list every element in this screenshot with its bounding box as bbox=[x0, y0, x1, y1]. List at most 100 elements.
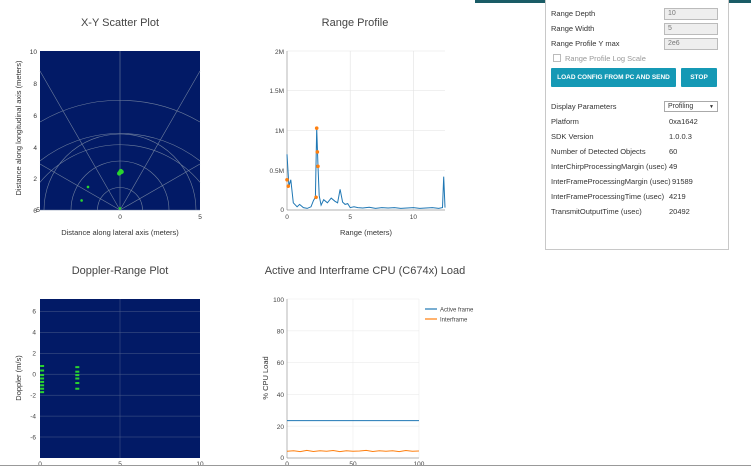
param-value: 60 bbox=[669, 147, 678, 156]
doppler-y-tick: -6 bbox=[30, 435, 36, 442]
log-scale-checkbox[interactable] bbox=[553, 54, 561, 62]
range-peak-marker bbox=[316, 164, 320, 169]
range-peak-marker bbox=[286, 184, 291, 188]
doppler-point bbox=[40, 365, 45, 368]
config-panel: Range Depth 10 Range Width 5 Range Profi… bbox=[545, 0, 729, 250]
range-depth-input[interactable]: 10 bbox=[664, 8, 718, 20]
param-value: 1.0.0.3 bbox=[669, 132, 692, 141]
range-ymax-label: Range Profile Y max bbox=[551, 39, 620, 48]
param-value: 20492 bbox=[669, 207, 690, 216]
param-label: TransmitOutputTime (usec) bbox=[551, 207, 642, 216]
scatter-x-tick: -5 bbox=[34, 207, 40, 214]
range-x-tick: 0 bbox=[285, 214, 289, 221]
doppler-point bbox=[40, 374, 45, 377]
scatter-x-axis-label: Distance along lateral axis (meters) bbox=[61, 228, 179, 237]
scatter-point bbox=[80, 199, 83, 202]
cpu-load-plot: 100 80 60 40 20 0 0 50 100 Active frame … bbox=[255, 294, 475, 468]
cpu-y-tick: 80 bbox=[277, 329, 285, 336]
range-y-tick: 2M bbox=[275, 49, 284, 56]
doppler-point bbox=[75, 374, 80, 377]
display-parameters-value: Profiling bbox=[668, 103, 694, 110]
range-y-tick: 0 bbox=[280, 207, 284, 214]
doppler-grid bbox=[40, 299, 200, 458]
range-profile-title: Range Profile bbox=[321, 17, 389, 29]
cpu-y-tick: 60 bbox=[277, 360, 285, 367]
scatter-y-tick: 8 bbox=[33, 81, 37, 88]
stop-button[interactable]: STOP bbox=[681, 68, 717, 87]
param-label: InterFrameProcessingMargin (usec) bbox=[551, 177, 671, 186]
range-width-input[interactable]: 5 bbox=[664, 23, 718, 35]
scatter-y-tick: 10 bbox=[30, 49, 38, 56]
doppler-point bbox=[75, 366, 80, 369]
range-x-tick: 10 bbox=[410, 214, 418, 221]
scatter-y-tick: 4 bbox=[33, 145, 37, 152]
param-label: SDK Version bbox=[551, 132, 594, 141]
param-label: InterFrameProcessingTime (usec) bbox=[551, 192, 665, 201]
scatter-y-axis-label: Distance along longitudinal axis (meters… bbox=[14, 60, 23, 196]
range-width-label: Range Width bbox=[551, 24, 595, 33]
doppler-y-tick: 2 bbox=[32, 351, 36, 358]
scatter-point bbox=[118, 207, 122, 210]
bottom-divider bbox=[0, 465, 751, 466]
doppler-y-tick: -4 bbox=[30, 414, 36, 421]
display-parameters-select[interactable]: Profiling ▼ bbox=[664, 101, 718, 112]
scatter-plot: -5 0 5 10 8 6 4 2 0 Distance along later… bbox=[6, 46, 208, 242]
doppler-x-tick: 5 bbox=[118, 461, 122, 467]
chevron-down-icon: ▼ bbox=[709, 104, 714, 110]
cpu-y-tick: 20 bbox=[277, 424, 285, 431]
doppler-y-tick: 6 bbox=[32, 309, 36, 316]
cpu-load-title: Active and Interframe CPU (C674x) Load bbox=[264, 265, 466, 277]
legend-active-label: Active frame bbox=[440, 308, 474, 314]
doppler-point bbox=[40, 369, 45, 372]
scatter-point bbox=[86, 185, 90, 189]
doppler-point bbox=[40, 391, 45, 394]
range-peak-marker bbox=[314, 126, 319, 130]
scatter-y-tick: 0 bbox=[33, 208, 37, 215]
param-value: 49 bbox=[669, 162, 678, 171]
cpu-y-axis-label: % CPU Load bbox=[261, 356, 270, 399]
scatter-x-tick: 5 bbox=[198, 214, 202, 221]
load-config-button[interactable]: LOAD CONFIG FROM PC AND SEND bbox=[551, 68, 676, 87]
range-peak-marker bbox=[314, 195, 318, 200]
doppler-y-tick: 0 bbox=[32, 372, 36, 379]
cpu-grid bbox=[287, 298, 420, 458]
range-ymax-input[interactable]: 2e6 bbox=[664, 38, 718, 50]
scatter-y-tick: 6 bbox=[33, 113, 37, 120]
doppler-x-tick: 10 bbox=[196, 461, 204, 467]
doppler-point bbox=[40, 380, 45, 383]
param-value: 4219 bbox=[669, 192, 686, 201]
scatter-plot-title: X-Y Scatter Plot bbox=[80, 17, 160, 29]
doppler-plot-title: Doppler-Range Plot bbox=[71, 265, 169, 277]
doppler-point bbox=[75, 382, 80, 385]
doppler-point bbox=[40, 384, 45, 387]
param-label: Platform bbox=[551, 117, 579, 126]
cpu-y-tick: 0 bbox=[280, 455, 284, 462]
doppler-point bbox=[40, 387, 45, 390]
doppler-range-plot: 6 4 2 0 -2 -4 -6 0 5 10 Doppler (m/s) bbox=[6, 294, 208, 468]
range-x-axis-label: Range (meters) bbox=[340, 228, 393, 237]
range-peak-marker bbox=[285, 177, 289, 182]
range-x-tick: 5 bbox=[348, 214, 352, 221]
cpu-x-tick: 100 bbox=[414, 461, 425, 467]
display-parameters-label: Display Parameters bbox=[551, 102, 617, 111]
range-y-tick: 1.5M bbox=[270, 88, 284, 95]
cpu-y-tick: 100 bbox=[273, 297, 284, 304]
param-value: 0xa1642 bbox=[669, 117, 698, 126]
doppler-y-tick: -2 bbox=[30, 393, 36, 400]
cpu-x-tick: 0 bbox=[285, 461, 289, 467]
legend-interframe-label: Interframe bbox=[440, 318, 468, 324]
scatter-polar-grid bbox=[39, 51, 201, 211]
interframe-line bbox=[286, 449, 420, 453]
range-grid bbox=[287, 50, 445, 210]
scatter-y-tick: 2 bbox=[33, 176, 37, 183]
cpu-legend: Active frame Interframe bbox=[425, 308, 474, 324]
range-y-tick: 0.5M bbox=[270, 168, 284, 175]
doppler-point bbox=[75, 387, 80, 390]
doppler-y-axis-label: Doppler (m/s) bbox=[14, 355, 23, 401]
scatter-x-tick: 0 bbox=[118, 214, 122, 221]
doppler-point bbox=[40, 377, 45, 380]
param-label: Number of Detected Objects bbox=[551, 147, 646, 156]
doppler-point bbox=[75, 377, 80, 380]
scatter-point bbox=[117, 171, 122, 176]
range-y-tick: 1M bbox=[275, 128, 284, 135]
